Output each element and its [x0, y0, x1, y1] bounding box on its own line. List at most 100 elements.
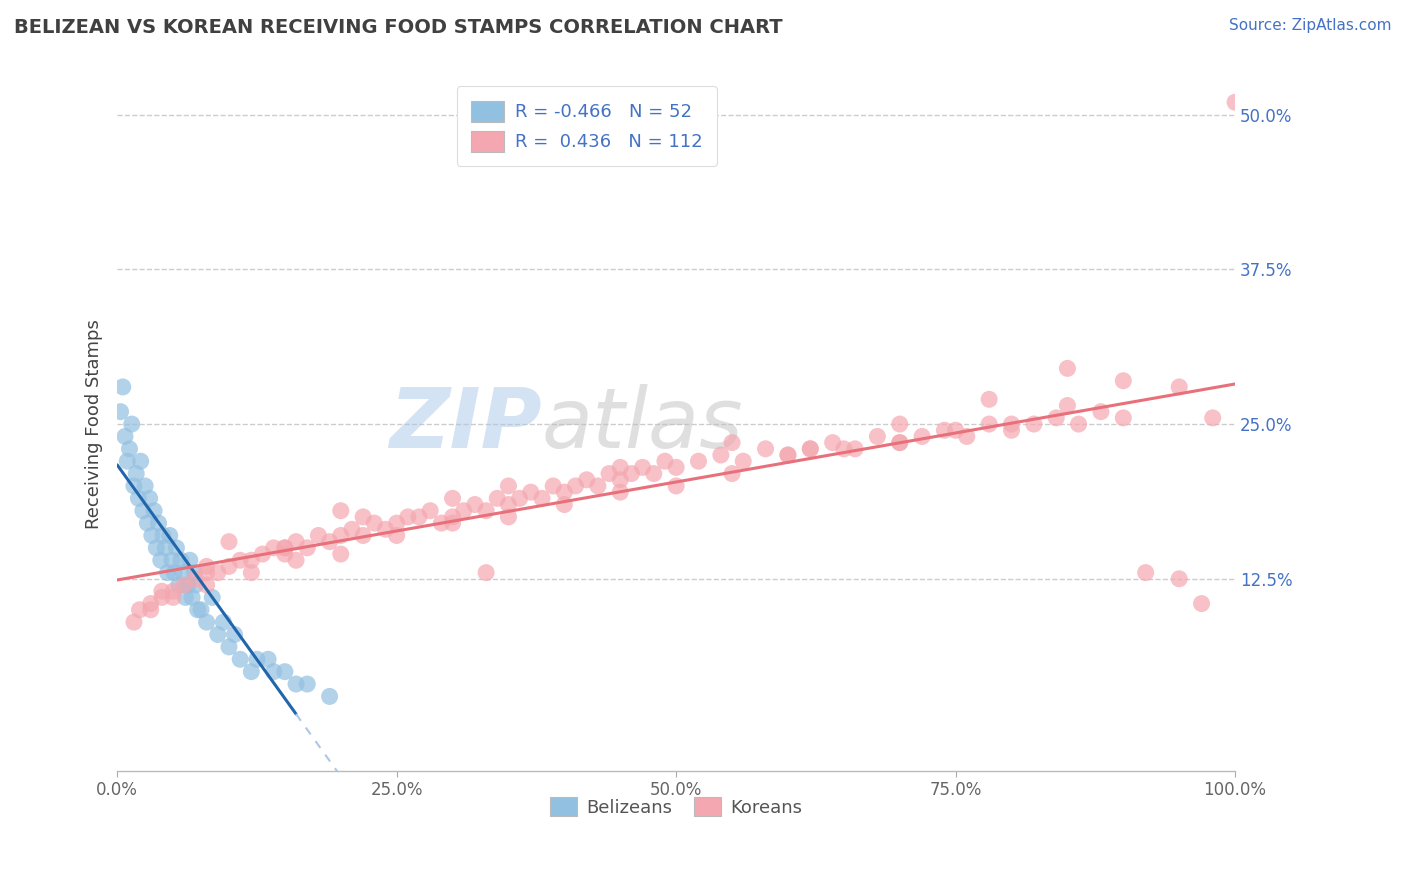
Point — [224, 627, 246, 641]
Point — [127, 491, 149, 506]
Point — [530, 491, 553, 506]
Point — [1191, 597, 1213, 611]
Point — [352, 509, 374, 524]
Text: Source: ZipAtlas.com: Source: ZipAtlas.com — [1229, 18, 1392, 33]
Point — [145, 541, 167, 555]
Point — [441, 509, 464, 524]
Point — [799, 442, 821, 456]
Point — [263, 541, 285, 555]
Point — [1000, 417, 1022, 431]
Point — [257, 652, 280, 666]
Point — [150, 591, 173, 605]
Point — [340, 522, 363, 536]
Point — [509, 491, 531, 506]
Point — [575, 473, 598, 487]
Point — [464, 498, 486, 512]
Text: ZIP: ZIP — [389, 384, 541, 465]
Point — [162, 591, 184, 605]
Point — [654, 454, 676, 468]
Point — [117, 454, 139, 468]
Point — [1000, 423, 1022, 437]
Point — [240, 553, 263, 567]
Point — [240, 665, 263, 679]
Point — [218, 534, 240, 549]
Point — [122, 615, 145, 629]
Point — [132, 504, 155, 518]
Point — [141, 528, 163, 542]
Point — [218, 559, 240, 574]
Point — [776, 448, 799, 462]
Point — [121, 417, 143, 431]
Point — [553, 485, 575, 500]
Point — [183, 566, 205, 580]
Point — [274, 541, 297, 555]
Point — [125, 467, 148, 481]
Point — [609, 460, 631, 475]
Point — [160, 553, 183, 567]
Point — [352, 528, 374, 542]
Point — [889, 435, 911, 450]
Point — [122, 479, 145, 493]
Point — [285, 534, 308, 549]
Point — [174, 591, 197, 605]
Point — [643, 467, 665, 481]
Point — [755, 442, 778, 456]
Point — [498, 479, 520, 493]
Point — [363, 516, 385, 530]
Point — [318, 534, 340, 549]
Point — [553, 498, 575, 512]
Point — [139, 603, 162, 617]
Point — [118, 442, 141, 456]
Point — [889, 417, 911, 431]
Point — [609, 473, 631, 487]
Point — [212, 615, 235, 629]
Point — [486, 491, 509, 506]
Point — [396, 509, 419, 524]
Point — [776, 448, 799, 462]
Point — [207, 566, 229, 580]
Point — [187, 603, 209, 617]
Point — [285, 553, 308, 567]
Point — [297, 677, 319, 691]
Point — [134, 479, 156, 493]
Point — [721, 435, 744, 450]
Point — [979, 417, 1001, 431]
Point — [307, 528, 329, 542]
Point — [1168, 572, 1191, 586]
Point — [430, 516, 453, 530]
Point — [453, 504, 475, 518]
Point — [408, 509, 430, 524]
Point — [274, 547, 297, 561]
Point — [844, 442, 866, 456]
Point — [956, 429, 979, 443]
Point — [598, 467, 620, 481]
Point — [181, 591, 204, 605]
Point — [498, 498, 520, 512]
Point — [1135, 566, 1157, 580]
Point — [150, 584, 173, 599]
Point — [274, 541, 297, 555]
Point — [441, 491, 464, 506]
Point — [111, 380, 134, 394]
Point — [179, 553, 201, 567]
Point — [195, 615, 218, 629]
Point — [498, 509, 520, 524]
Point — [229, 652, 252, 666]
Point — [128, 603, 150, 617]
Point — [1067, 417, 1090, 431]
Text: BELIZEAN VS KOREAN RECEIVING FOOD STAMPS CORRELATION CHART: BELIZEAN VS KOREAN RECEIVING FOOD STAMPS… — [14, 18, 783, 37]
Text: atlas: atlas — [541, 384, 744, 465]
Point — [564, 479, 586, 493]
Point — [155, 541, 177, 555]
Point — [889, 435, 911, 450]
Point — [1056, 361, 1078, 376]
Point — [733, 454, 755, 468]
Point — [149, 553, 172, 567]
Point — [173, 578, 195, 592]
Point — [1056, 399, 1078, 413]
Point — [229, 553, 252, 567]
Point — [329, 528, 352, 542]
Point — [832, 442, 855, 456]
Point — [1022, 417, 1045, 431]
Point — [945, 423, 967, 437]
